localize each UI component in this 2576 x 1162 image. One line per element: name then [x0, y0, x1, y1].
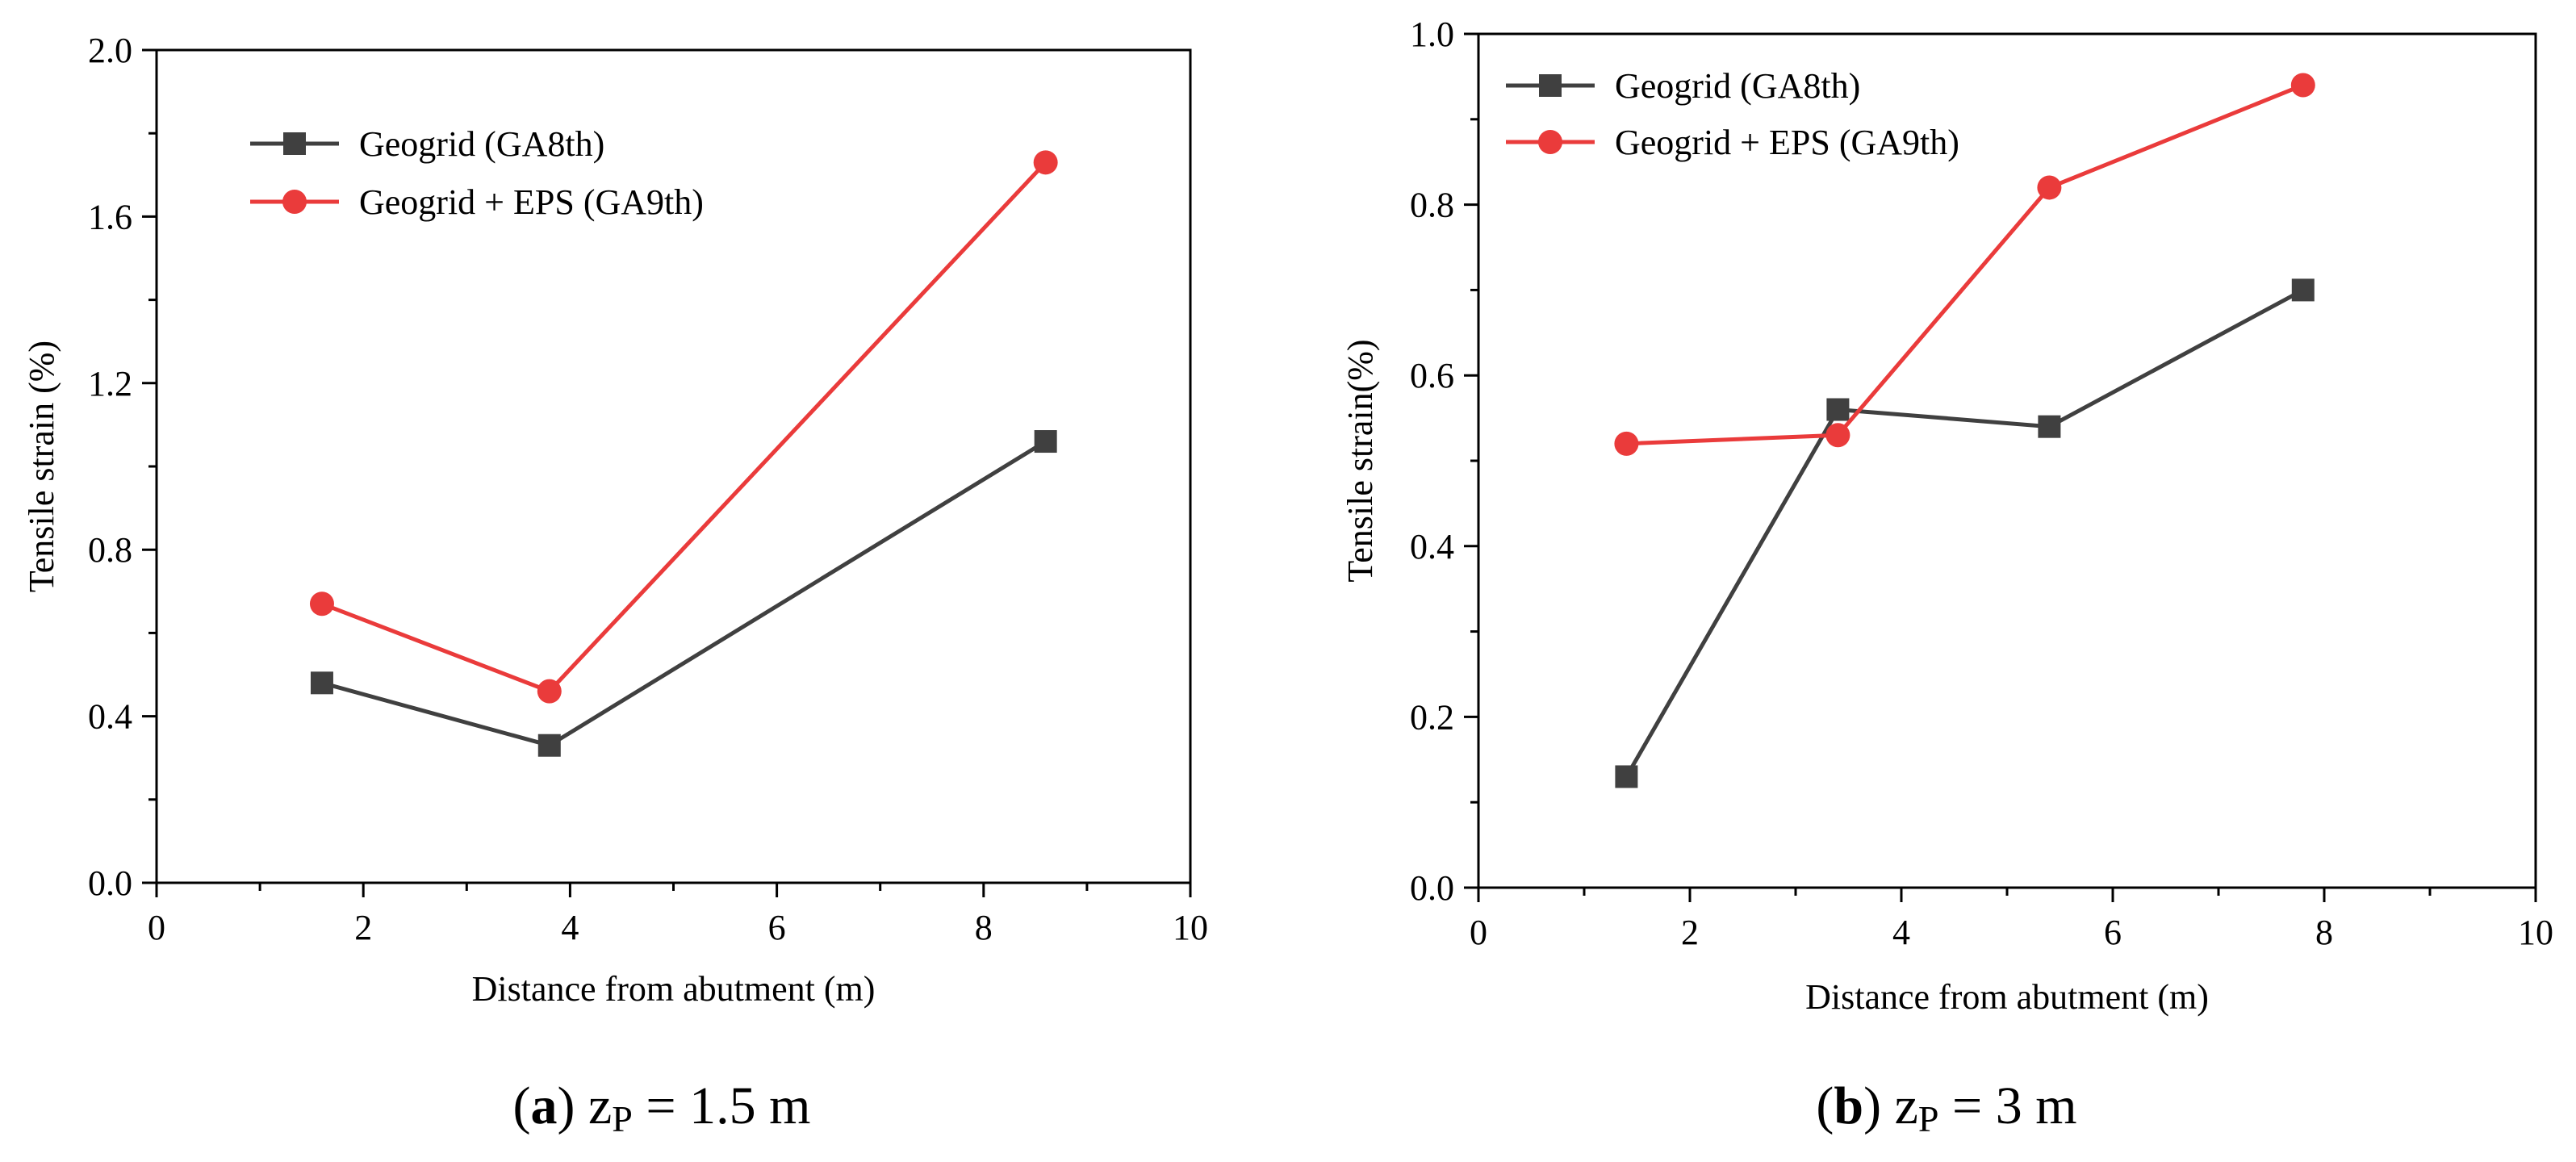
x-tick-label: 4	[1892, 913, 1910, 952]
y-tick-label: 0.4	[1410, 527, 1454, 566]
y-tick-label: 2.0	[88, 31, 132, 70]
y-axis-title: Tensile strain (%)	[22, 341, 61, 592]
data-point-geogrid-eps	[309, 591, 334, 617]
chart-panel-a: 0 2 4 6 8 10 0.0 0.4 0.8 1.2 1.6 2.0 Distance from a…	[22, 31, 1208, 1139]
y-tick-label: 1.0	[1410, 15, 1454, 54]
y-tick-label: 0.8	[1410, 186, 1454, 225]
legend-label-geogrid: Geogrid (GA8th)	[359, 124, 604, 164]
legend-label-geogrid-eps: Geogrid + EPS (GA9th)	[359, 182, 704, 222]
legend-label-geogrid-eps: Geogrid + EPS (GA9th)	[1615, 123, 1959, 162]
series-line-geogrid	[1625, 288, 2304, 778]
data-point-geogrid-eps	[2037, 175, 2062, 200]
data-point-geogrid-eps	[1033, 150, 1058, 175]
series-line-geogrid	[321, 439, 1047, 748]
series-line-geogrid-eps	[1626, 83, 2304, 446]
data-point-geogrid-eps	[2290, 73, 2315, 98]
x-tick-label: 10	[2518, 913, 2553, 952]
panel-caption: (a) zP = 1.5 m	[513, 1076, 811, 1139]
legend-marker-geogrid	[283, 132, 306, 155]
series-line-geogrid-eps	[321, 161, 1048, 694]
y-tick-label: 0.0	[1410, 868, 1454, 908]
x-axis-title: Distance from abutment (m)	[472, 969, 876, 1009]
data-point-geogrid-eps	[1614, 431, 1639, 456]
x-tick-label: 4	[561, 908, 579, 947]
x-tick-label: 0	[1470, 913, 1487, 952]
legend-marker-geogrid-eps	[1538, 130, 1562, 154]
x-tick-label: 10	[1173, 908, 1208, 947]
data-point-geogrid-eps	[537, 679, 562, 704]
x-tick-label: 2	[1681, 913, 1699, 952]
data-point-geogrid	[310, 671, 333, 695]
data-point-geogrid	[1826, 398, 1850, 421]
data-point-geogrid	[1615, 765, 1638, 788]
x-tick-label: 2	[354, 908, 372, 947]
x-tick-label: 6	[2104, 913, 2122, 952]
data-point-geogrid	[1034, 430, 1057, 454]
y-axis-title: Tensile strain(%)	[1340, 339, 1380, 582]
legend-label-geogrid: Geogrid (GA8th)	[1615, 66, 1860, 106]
data-point-geogrid	[2038, 415, 2061, 438]
x-tick-label: 8	[2315, 913, 2333, 952]
y-tick-label: 0.0	[88, 863, 132, 903]
legend-marker-geogrid-eps	[282, 190, 307, 214]
y-tick-label: 1.2	[88, 364, 132, 403]
x-tick-label: 0	[148, 908, 165, 947]
y-tick-label: 0.8	[88, 530, 132, 570]
y-tick-label: 1.6	[88, 197, 132, 236]
y-tick-label: 0.2	[1410, 697, 1454, 737]
x-tick-label: 6	[768, 908, 786, 947]
x-tick-label: 8	[975, 908, 993, 947]
data-point-geogrid	[2291, 278, 2315, 302]
y-tick-label: 0.6	[1410, 356, 1454, 395]
panel-caption: (b) zP = 3 m	[1816, 1076, 2076, 1139]
x-axis-title: Distance from abutment (m)	[1805, 977, 2209, 1017]
data-point-geogrid	[537, 734, 561, 757]
data-point-geogrid-eps	[1825, 423, 1850, 448]
legend-marker-geogrid	[1539, 74, 1562, 97]
y-tick-label: 0.4	[88, 697, 132, 737]
chart-panel-b: 0 2 4 6 8 10 0.0 0.2 0.4 0.6 0.8 1.0 Distance from a…	[1340, 15, 2553, 1139]
